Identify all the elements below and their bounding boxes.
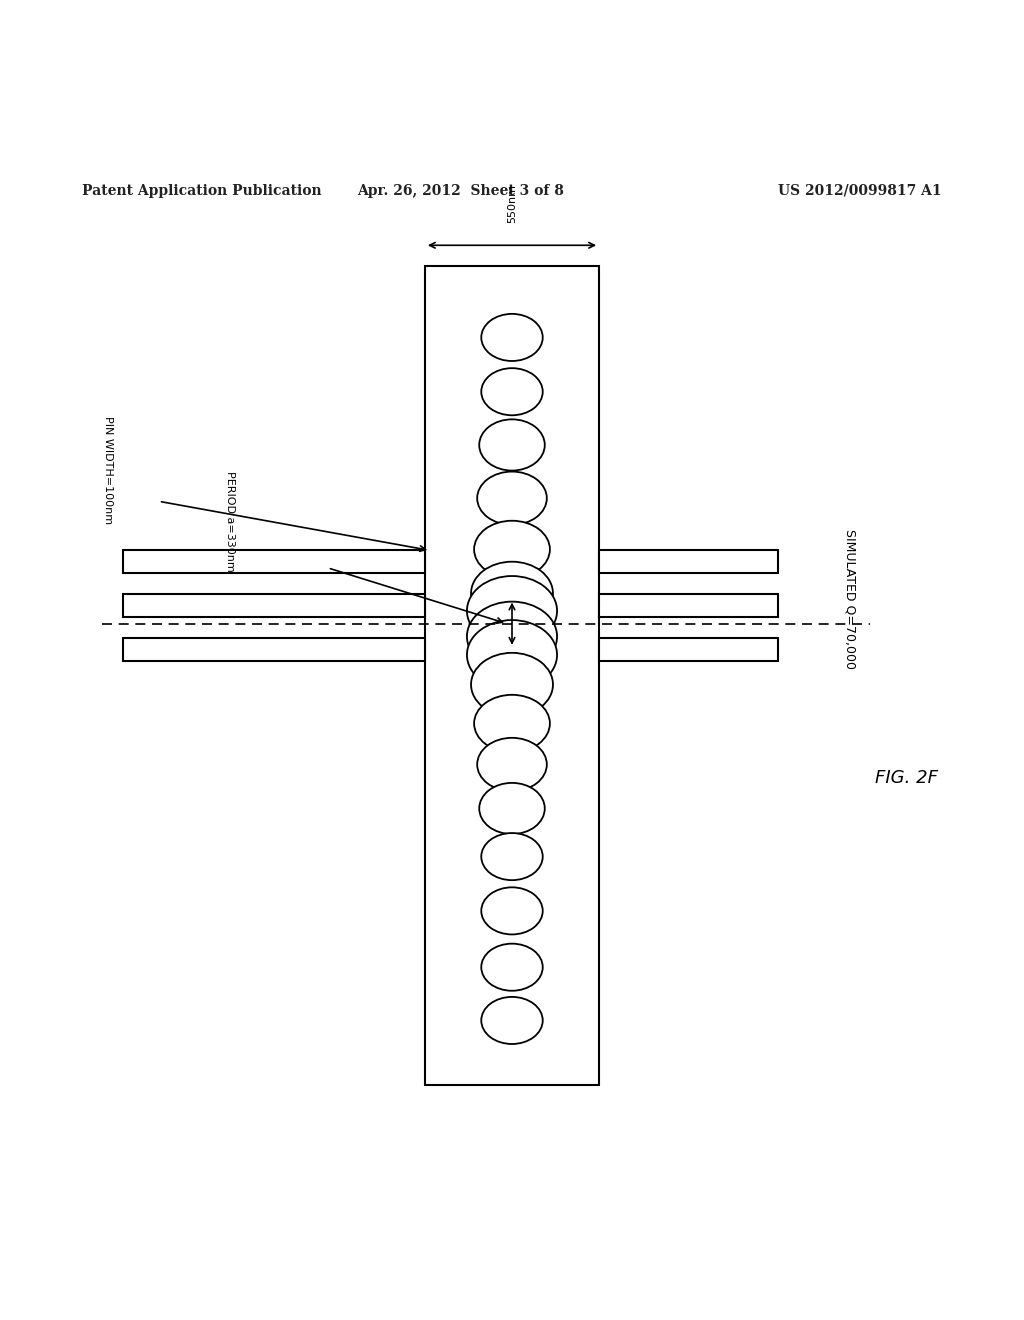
Ellipse shape: [481, 944, 543, 991]
Polygon shape: [599, 594, 778, 616]
Text: FIG. 2F: FIG. 2F: [874, 768, 938, 787]
Ellipse shape: [481, 368, 543, 416]
Polygon shape: [123, 594, 425, 616]
Ellipse shape: [474, 520, 550, 578]
Ellipse shape: [477, 738, 547, 791]
Ellipse shape: [471, 653, 553, 717]
Polygon shape: [599, 639, 778, 661]
Ellipse shape: [477, 471, 547, 525]
Ellipse shape: [481, 314, 543, 360]
Ellipse shape: [467, 576, 557, 645]
Text: Apr. 26, 2012  Sheet 3 of 8: Apr. 26, 2012 Sheet 3 of 8: [357, 183, 564, 198]
Polygon shape: [123, 550, 425, 573]
Text: PIN WIDTH=100nm: PIN WIDTH=100nm: [102, 417, 113, 524]
Ellipse shape: [479, 783, 545, 834]
Ellipse shape: [481, 997, 543, 1044]
Ellipse shape: [474, 694, 550, 752]
Text: 550nm: 550nm: [507, 183, 517, 223]
Polygon shape: [599, 550, 778, 573]
Ellipse shape: [481, 833, 543, 880]
Text: US 2012/0099817 A1: US 2012/0099817 A1: [778, 183, 942, 198]
Ellipse shape: [467, 602, 557, 672]
Polygon shape: [123, 639, 425, 661]
Polygon shape: [425, 265, 599, 1085]
Text: Patent Application Publication: Patent Application Publication: [82, 183, 322, 198]
Ellipse shape: [467, 620, 557, 689]
Ellipse shape: [481, 887, 543, 935]
Ellipse shape: [479, 420, 545, 470]
Ellipse shape: [471, 562, 553, 626]
Text: PERIOD a=330nm: PERIOD a=330nm: [225, 471, 236, 572]
Text: SIMULATED Q=70,000: SIMULATED Q=70,000: [844, 528, 856, 668]
